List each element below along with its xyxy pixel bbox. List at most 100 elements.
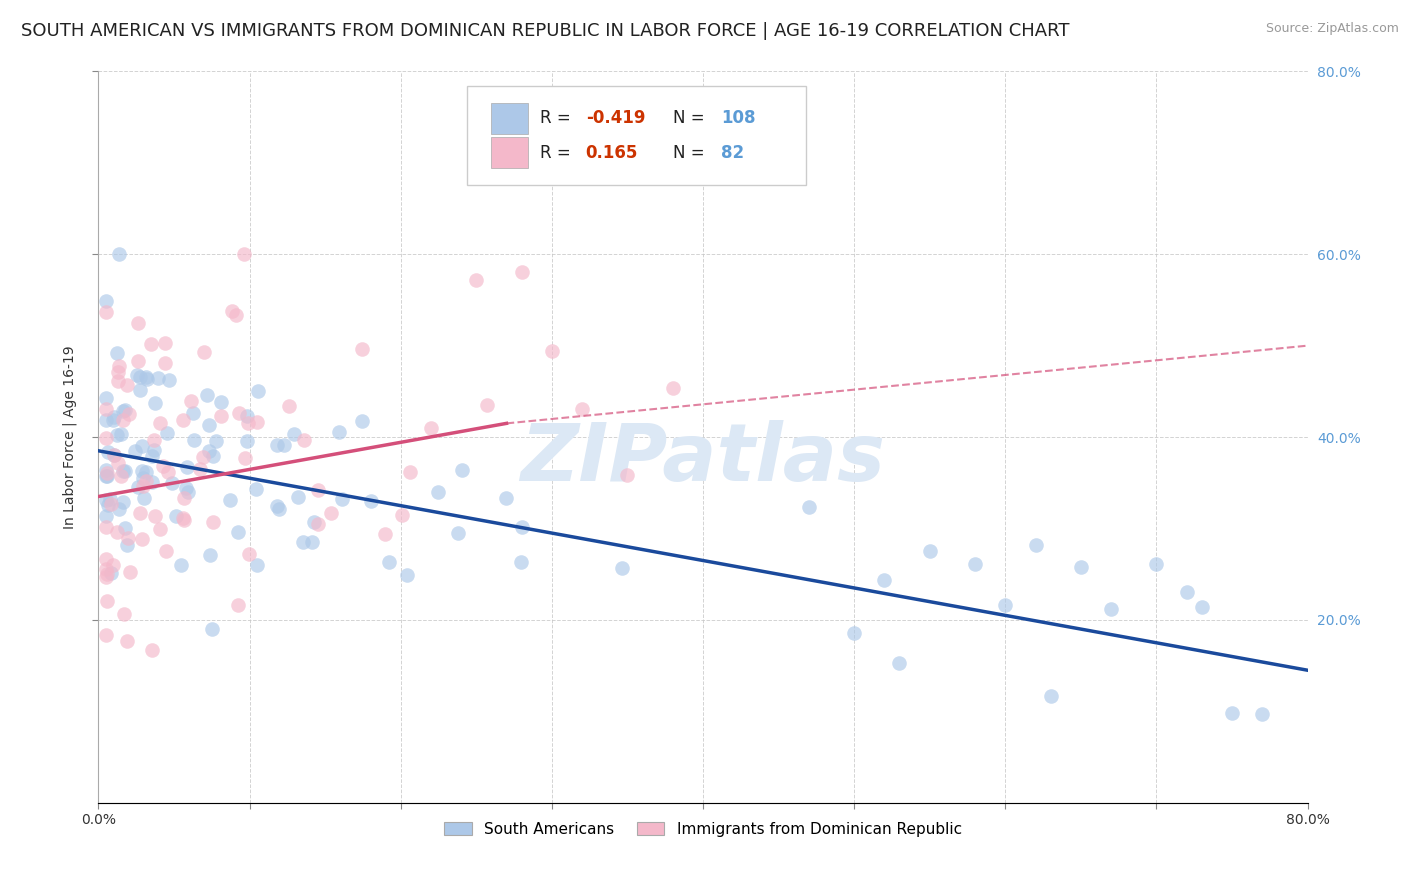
Point [129, 369, 152, 384]
Point [143, 433, 166, 447]
Point [94, 552, 117, 566]
Text: N =: N = [672, 109, 710, 128]
Point [142, 443, 165, 458]
Point [103, 448, 125, 462]
Point [146, 371, 169, 385]
Point [245, 482, 267, 496]
Point [157, 373, 180, 387]
Text: N =: N = [672, 144, 710, 161]
Point [131, 532, 153, 546]
Point [236, 434, 259, 448]
Point [97, 498, 120, 512]
Point [96, 593, 118, 607]
Point [108, 359, 131, 373]
Point [1099, 602, 1122, 616]
Point [94, 304, 117, 318]
Point [426, 485, 449, 500]
Point [1144, 557, 1167, 571]
Point [114, 464, 136, 478]
Point [307, 516, 329, 531]
Point [96, 567, 118, 582]
Point [918, 544, 941, 558]
Point [510, 265, 533, 279]
Text: Source: ZipAtlas.com: Source: ZipAtlas.com [1265, 22, 1399, 36]
Point [283, 427, 305, 442]
Point [141, 475, 163, 489]
Point [94, 520, 117, 534]
Point [131, 479, 153, 493]
Point [156, 426, 179, 441]
Point [198, 549, 221, 563]
Text: 108: 108 [721, 109, 755, 128]
Point [117, 407, 139, 421]
Point [233, 451, 256, 466]
Point [201, 450, 224, 464]
Point [245, 558, 267, 572]
Point [495, 491, 517, 505]
Point [129, 383, 152, 397]
Point [103, 448, 125, 462]
Point [132, 491, 155, 505]
Point [155, 544, 177, 558]
Point [100, 566, 122, 581]
Point [218, 493, 240, 508]
Point [209, 409, 232, 423]
Point [193, 345, 215, 359]
Point [136, 371, 159, 385]
Point [994, 598, 1017, 612]
Point [107, 456, 129, 470]
Point [160, 475, 183, 490]
Point [155, 356, 177, 370]
Point [135, 465, 157, 479]
Text: -0.419: -0.419 [586, 109, 645, 128]
Point [156, 466, 179, 480]
Point [96, 468, 118, 483]
Point [172, 511, 194, 525]
Point [889, 657, 911, 671]
Point [1220, 706, 1243, 721]
Point [127, 480, 149, 494]
Point [114, 402, 136, 417]
Point [1175, 585, 1198, 599]
Point [94, 562, 117, 576]
Point [108, 247, 131, 261]
Point [143, 509, 166, 524]
Point [225, 308, 247, 322]
Point [165, 509, 187, 524]
Point [118, 566, 141, 580]
Point [105, 428, 128, 442]
Point [173, 513, 195, 527]
Y-axis label: In Labor Force | Age 16-19: In Labor Force | Age 16-19 [62, 345, 77, 529]
Point [236, 409, 259, 423]
Point [205, 434, 228, 448]
Point [131, 464, 153, 478]
Point [94, 402, 117, 417]
Point [465, 273, 488, 287]
Legend: South Americans, Immigrants from Dominican Republic: South Americans, Immigrants from Dominic… [439, 815, 967, 843]
Point [111, 413, 134, 427]
Point [117, 634, 139, 648]
Point [112, 464, 135, 478]
Point [1070, 559, 1092, 574]
Point [94, 413, 117, 427]
Point [131, 439, 153, 453]
Point [139, 337, 162, 351]
Point [328, 425, 350, 440]
Point [307, 483, 329, 497]
Point [94, 628, 117, 642]
Point [350, 343, 373, 357]
Point [374, 526, 396, 541]
Point [135, 370, 157, 384]
FancyBboxPatch shape [467, 86, 806, 185]
Point [873, 573, 896, 587]
Point [94, 570, 117, 584]
Point [475, 398, 498, 412]
Text: 0.165: 0.165 [586, 144, 638, 161]
Point [96, 294, 118, 309]
Point [391, 508, 413, 522]
Point [447, 526, 470, 541]
Point [125, 368, 148, 382]
Point [540, 344, 562, 359]
Point [180, 394, 202, 409]
Point [183, 433, 205, 447]
